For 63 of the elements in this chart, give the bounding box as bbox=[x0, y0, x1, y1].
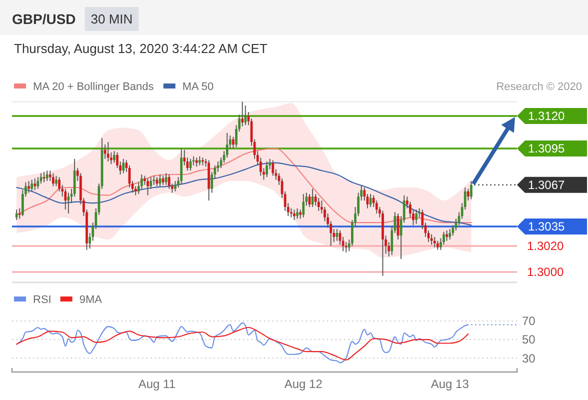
candlestick bbox=[164, 172, 168, 186]
candlestick bbox=[28, 180, 30, 194]
legend-label: MA 20 + Bollinger Bands bbox=[33, 80, 154, 93]
candlestick bbox=[317, 197, 320, 212]
ref-line-label: 1.3067 bbox=[528, 178, 566, 192]
candlestick bbox=[466, 188, 470, 201]
candlestick bbox=[241, 101, 244, 127]
candlestick bbox=[302, 194, 305, 218]
x-tick-label: Aug 12 bbox=[284, 377, 323, 392]
candlestick bbox=[15, 209, 18, 220]
candlestick bbox=[46, 170, 48, 182]
candlestick bbox=[168, 174, 170, 190]
chart-title: GBP/USD bbox=[12, 10, 76, 27]
candlestick bbox=[34, 178, 36, 191]
candlestick bbox=[470, 180, 472, 200]
candlestick bbox=[146, 178, 149, 196]
candlestick bbox=[448, 228, 452, 240]
ref-line-label: 1.3000 bbox=[527, 265, 564, 280]
y-tick-label: 30 bbox=[522, 351, 536, 366]
candlestick bbox=[174, 180, 176, 192]
y-tick-label: 70 bbox=[522, 314, 536, 328]
candlestick bbox=[156, 176, 158, 187]
x-tick-label: Aug 13 bbox=[430, 377, 470, 392]
candlestick bbox=[195, 157, 198, 168]
candlestick bbox=[122, 158, 125, 174]
candlestick bbox=[106, 142, 110, 162]
candlestick bbox=[446, 230, 448, 242]
y-tick-label: 50 bbox=[522, 332, 536, 347]
candlestick bbox=[152, 175, 156, 186]
candlestick bbox=[266, 161, 268, 178]
legend-label: 9MA bbox=[79, 294, 103, 306]
candlestick bbox=[55, 175, 58, 187]
candlestick bbox=[293, 209, 296, 220]
ref-line-label: 1.3020 bbox=[527, 239, 564, 254]
ref-line-label: 1.3095 bbox=[528, 142, 566, 156]
x-tick-label: Aug 11 bbox=[138, 377, 176, 392]
candlestick bbox=[430, 234, 433, 246]
candlestick bbox=[433, 236, 436, 248]
candlestick bbox=[436, 240, 439, 250]
text: Research © 2020 bbox=[496, 80, 582, 93]
candlestick bbox=[64, 188, 67, 210]
ref-line-label: 1.3035 bbox=[528, 220, 566, 234]
candlestick bbox=[232, 136, 234, 149]
candlestick bbox=[30, 179, 34, 192]
candlestick bbox=[18, 208, 21, 220]
candlestick bbox=[299, 209, 302, 220]
ref-line-label: 1.3120 bbox=[528, 109, 566, 124]
candlestick bbox=[296, 208, 298, 220]
legend-label: RSI bbox=[33, 294, 52, 306]
candlestick bbox=[415, 209, 418, 224]
candlestick bbox=[104, 144, 106, 160]
candlestick bbox=[198, 156, 201, 166]
candlestick bbox=[42, 171, 46, 183]
candlestick bbox=[272, 160, 274, 176]
candlestick bbox=[36, 176, 40, 190]
candlestick bbox=[244, 105, 247, 126]
candlestick bbox=[52, 172, 54, 187]
candlestick bbox=[150, 176, 152, 190]
candlestick bbox=[180, 148, 183, 184]
legend-label: MA 50 bbox=[182, 80, 214, 93]
text: 30 MIN bbox=[90, 12, 133, 27]
chart-subtitle: Thursday, August 13, 2020 3:44:22 AM CET bbox=[14, 41, 268, 56]
candlestick bbox=[113, 150, 116, 164]
